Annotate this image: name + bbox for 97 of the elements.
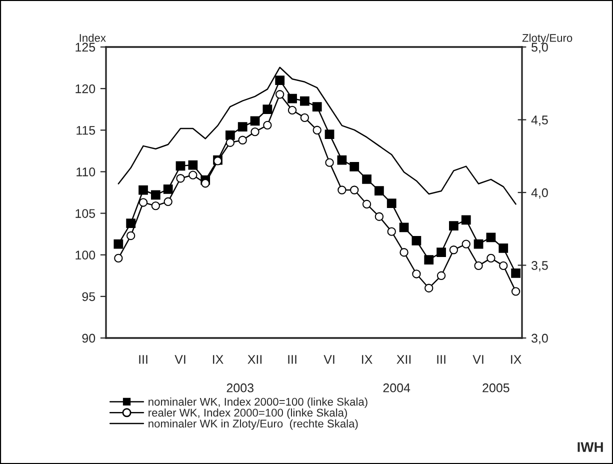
point bbox=[300, 113, 310, 122]
point bbox=[151, 201, 160, 210]
y-tick-label: 120 bbox=[76, 84, 96, 94]
point bbox=[374, 212, 384, 221]
text: 2003 bbox=[226, 383, 254, 392]
point bbox=[499, 261, 508, 270]
point bbox=[188, 170, 198, 180]
legend-label: realer WK, Index 2000=100 (linke Skala) bbox=[148, 408, 347, 419]
point bbox=[288, 94, 297, 104]
point bbox=[126, 218, 136, 228]
line-series bbox=[118, 66, 516, 205]
point bbox=[486, 254, 496, 263]
y2-axis-title: Zloty/Euro bbox=[522, 34, 572, 44]
point bbox=[498, 244, 508, 253]
point bbox=[250, 116, 260, 126]
text: 2005 bbox=[482, 383, 510, 392]
point bbox=[201, 179, 210, 188]
point bbox=[350, 162, 360, 172]
y-tick-label: 125 bbox=[76, 42, 96, 52]
point bbox=[225, 130, 235, 140]
y2-tick-label: 5,0 bbox=[532, 42, 548, 54]
point bbox=[250, 127, 260, 136]
point bbox=[474, 261, 483, 270]
point bbox=[386, 198, 396, 208]
point bbox=[126, 231, 136, 240]
point bbox=[150, 190, 160, 200]
point bbox=[276, 90, 284, 99]
point bbox=[400, 248, 408, 257]
y-tick-label: 110 bbox=[76, 168, 96, 176]
text: 2004 bbox=[383, 383, 410, 392]
point bbox=[338, 186, 346, 194]
point bbox=[511, 268, 520, 278]
x-tick-label: VI bbox=[174, 355, 186, 364]
x-tick-label: XII bbox=[396, 355, 411, 364]
point bbox=[424, 255, 434, 265]
legend-label: nominaler WK in Zloty/Euro (rechte Skala) bbox=[148, 419, 358, 430]
point bbox=[114, 254, 123, 263]
point bbox=[263, 120, 272, 130]
point bbox=[449, 246, 458, 254]
x-tick-label: VI bbox=[472, 355, 484, 364]
point bbox=[312, 102, 322, 112]
x-tick-label: IX bbox=[511, 355, 522, 364]
x-tick-label: XII bbox=[248, 355, 262, 364]
point bbox=[337, 155, 347, 165]
y2-tick-label: 3,0 bbox=[532, 334, 548, 344]
point bbox=[362, 174, 372, 184]
point bbox=[511, 287, 520, 296]
y-tick-label: 100 bbox=[76, 250, 96, 260]
point bbox=[449, 221, 458, 230]
point bbox=[288, 106, 297, 115]
point bbox=[176, 161, 186, 171]
x-tick-label: III bbox=[288, 355, 296, 364]
point bbox=[399, 222, 409, 232]
y-axis-title: Index bbox=[80, 34, 106, 42]
point bbox=[362, 200, 372, 208]
point bbox=[424, 284, 434, 292]
point bbox=[262, 104, 272, 114]
point bbox=[226, 138, 235, 147]
x-tick-label: III bbox=[139, 355, 148, 364]
point bbox=[461, 215, 471, 225]
x-tick-label: III bbox=[437, 355, 446, 364]
text: IWH bbox=[578, 442, 603, 452]
point bbox=[138, 198, 148, 207]
point bbox=[412, 270, 421, 278]
y2-tick-label: 4,5 bbox=[531, 116, 548, 126]
y-tick-label: 90 bbox=[82, 334, 96, 343]
point bbox=[387, 227, 396, 236]
y2-tick-label: 3,5 bbox=[532, 261, 548, 272]
point bbox=[312, 126, 322, 134]
point bbox=[436, 248, 446, 258]
point bbox=[188, 160, 198, 170]
point bbox=[176, 174, 185, 183]
legend-label: nominaler WK, Index 2000=100 (linke Skala) bbox=[148, 398, 368, 408]
point bbox=[114, 239, 124, 249]
point bbox=[436, 271, 446, 280]
point bbox=[238, 122, 248, 132]
x-tick-label: VI bbox=[324, 355, 334, 364]
point bbox=[324, 130, 334, 139]
point bbox=[462, 240, 470, 248]
point bbox=[238, 136, 247, 144]
point bbox=[350, 186, 359, 194]
point bbox=[275, 76, 285, 85]
point bbox=[163, 184, 173, 194]
point bbox=[412, 236, 422, 246]
y-tick-label: 115 bbox=[76, 126, 96, 135]
point bbox=[164, 197, 172, 206]
point bbox=[300, 96, 310, 106]
point bbox=[474, 239, 484, 249]
y-tick-label: 95 bbox=[82, 292, 96, 302]
point bbox=[138, 185, 148, 195]
point bbox=[374, 186, 384, 196]
y-tick-label: 105 bbox=[76, 209, 96, 218]
point bbox=[486, 232, 496, 242]
x-tick-label: IX bbox=[362, 355, 372, 364]
x-tick-label: IX bbox=[213, 355, 224, 364]
point bbox=[325, 158, 334, 167]
y2-tick-label: 4,0 bbox=[531, 188, 548, 199]
